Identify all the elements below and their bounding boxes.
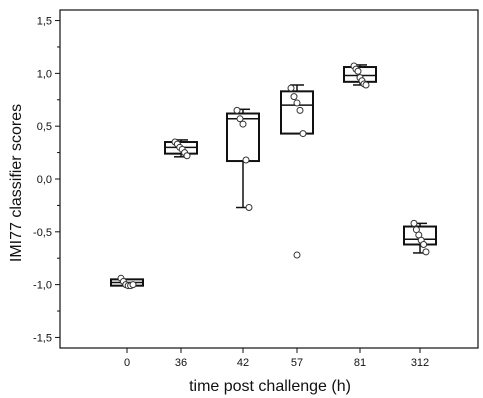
x-tick-label: 0 xyxy=(124,357,130,369)
data-point xyxy=(245,204,253,212)
x-tick-label: 312 xyxy=(411,357,429,369)
y-tick-label: 0,5 xyxy=(37,121,52,133)
data-point xyxy=(362,81,370,89)
x-tick-label: 36 xyxy=(175,357,187,369)
data-point xyxy=(293,99,301,107)
data-point xyxy=(233,106,241,114)
data-point xyxy=(287,84,295,92)
y-tick-label: 0,0 xyxy=(37,174,52,186)
data-point xyxy=(354,67,362,75)
data-point xyxy=(299,130,307,138)
data-point xyxy=(183,152,191,160)
data-point xyxy=(290,93,298,101)
data-point xyxy=(410,219,418,227)
y-tick-label: -1,0 xyxy=(33,280,52,292)
plot-frame xyxy=(59,9,479,349)
y-axis-ticks: 1,5 1,0 0,5 0,0 -0,5 -1,0 -1,5 xyxy=(33,16,60,344)
x-tick-label: 81 xyxy=(354,357,366,369)
x-axis-ticks: 0 36 42 57 81 312 xyxy=(124,348,429,369)
y-axis-title: IMI77 classifier scores xyxy=(8,104,25,262)
data-point xyxy=(239,120,247,128)
outlier-point xyxy=(293,251,301,259)
data-point xyxy=(296,106,304,114)
y-tick-label: 1,0 xyxy=(37,68,52,80)
boxes xyxy=(110,64,437,287)
y-tick-label: 1,5 xyxy=(37,16,52,28)
data-point xyxy=(242,156,250,164)
data-point xyxy=(422,248,430,256)
x-tick-label: 42 xyxy=(237,357,249,369)
x-tick-label: 57 xyxy=(291,357,303,369)
axes xyxy=(59,9,479,349)
y-tick-label: -0,5 xyxy=(33,227,52,239)
data-points xyxy=(117,62,430,290)
y-tick-label: -1,5 xyxy=(33,332,52,344)
x-axis-title: time post challenge (h) xyxy=(189,378,351,395)
data-point xyxy=(129,281,137,289)
data-point xyxy=(420,240,428,248)
data-point xyxy=(236,115,244,123)
